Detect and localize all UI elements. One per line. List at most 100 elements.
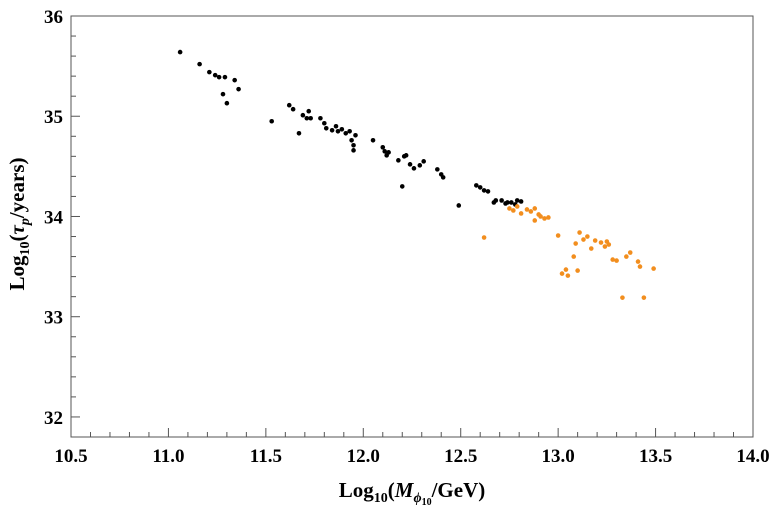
data-point-orange bbox=[637, 264, 643, 269]
y-tick-label: 33 bbox=[44, 308, 63, 329]
data-point-black bbox=[335, 128, 341, 134]
data-point-orange bbox=[641, 295, 647, 300]
x-tick-label: 13.0 bbox=[542, 446, 575, 467]
data-point-black bbox=[485, 189, 491, 194]
data-point-orange bbox=[651, 266, 656, 271]
data-point-orange bbox=[624, 254, 629, 259]
x-tick-label: 12.5 bbox=[444, 446, 477, 467]
data-point-black bbox=[380, 145, 386, 150]
data-point-orange bbox=[528, 209, 534, 214]
data-point-black bbox=[353, 132, 358, 138]
data-point-orange bbox=[538, 214, 543, 219]
data-point-black bbox=[197, 61, 202, 67]
data-point-orange bbox=[602, 244, 608, 249]
data-point-orange bbox=[511, 208, 516, 213]
x-tick-label: 14.0 bbox=[736, 446, 769, 467]
data-point-orange bbox=[598, 240, 604, 245]
data-point-orange bbox=[481, 235, 487, 240]
data-point-orange bbox=[573, 241, 578, 246]
data-point-orange bbox=[555, 233, 561, 238]
data-point-black bbox=[290, 106, 296, 112]
data-point-orange bbox=[577, 230, 582, 235]
data-points bbox=[177, 49, 656, 300]
data-point-black bbox=[177, 49, 183, 55]
data-point-orange bbox=[559, 271, 565, 276]
data-point-black bbox=[304, 115, 310, 121]
data-point-black bbox=[407, 162, 413, 167]
y-tick-label: 35 bbox=[44, 107, 63, 128]
data-point-black bbox=[499, 198, 504, 203]
x-axis-label: Log10(Mϕ10/GeV) bbox=[339, 478, 485, 508]
data-point-black bbox=[474, 183, 479, 188]
data-point-black bbox=[396, 158, 401, 163]
data-point-black bbox=[514, 198, 520, 203]
data-point-orange bbox=[635, 259, 641, 264]
data-point-black bbox=[296, 130, 302, 136]
y-axis-label: Log10(τp/years) bbox=[5, 158, 33, 291]
data-point-orange bbox=[627, 250, 633, 255]
data-point-orange bbox=[507, 206, 512, 211]
data-point-black bbox=[308, 115, 313, 121]
y-tick-label: 32 bbox=[44, 408, 63, 429]
data-point-black bbox=[212, 72, 218, 78]
data-point-black bbox=[343, 130, 349, 136]
data-point-black bbox=[300, 112, 306, 118]
plot-frame bbox=[70, 15, 754, 438]
data-point-black bbox=[322, 120, 327, 126]
data-point-orange bbox=[565, 273, 571, 278]
data-point-orange bbox=[563, 267, 569, 272]
data-point-orange bbox=[588, 246, 594, 251]
data-point-black bbox=[220, 91, 226, 97]
data-point-black bbox=[236, 86, 241, 92]
data-point-orange bbox=[606, 242, 612, 247]
x-tick-label: 13.5 bbox=[639, 446, 672, 467]
data-point-black bbox=[347, 128, 352, 134]
data-point-black bbox=[440, 175, 446, 180]
data-point-black bbox=[370, 137, 376, 143]
data-point-black bbox=[456, 203, 462, 208]
data-point-black bbox=[351, 148, 356, 153]
data-point-black bbox=[421, 159, 426, 164]
x-tick-label: 11.5 bbox=[250, 446, 282, 467]
data-point-orange bbox=[532, 218, 538, 223]
data-point-orange bbox=[518, 211, 524, 216]
data-point-black bbox=[399, 184, 405, 189]
data-point-black bbox=[493, 198, 499, 203]
data-point-black bbox=[505, 200, 510, 205]
data-point-black bbox=[333, 123, 339, 129]
y-axis: 32 33 34 35 36 bbox=[44, 7, 80, 438]
data-point-black bbox=[222, 74, 228, 80]
data-point-black bbox=[339, 126, 345, 132]
data-point-orange bbox=[532, 206, 538, 211]
data-point-black bbox=[329, 127, 335, 133]
series-black bbox=[177, 49, 524, 208]
x-axis: 10.5 11.0 11.5 12.0 12.5 13.0 13.5 14.0 bbox=[54, 428, 770, 467]
data-point-orange bbox=[614, 258, 619, 263]
data-point-black bbox=[318, 115, 323, 121]
series-orange bbox=[481, 204, 656, 300]
data-point-orange bbox=[585, 234, 590, 239]
data-point-black bbox=[386, 150, 391, 155]
data-point-orange bbox=[575, 268, 580, 273]
data-point-black bbox=[216, 74, 222, 80]
data-point-black bbox=[403, 153, 409, 158]
y-tick-label: 36 bbox=[44, 7, 63, 28]
data-point-orange bbox=[610, 257, 616, 262]
x-tick-label: 12.0 bbox=[347, 446, 380, 467]
data-point-orange bbox=[542, 216, 547, 221]
data-point-black bbox=[306, 108, 312, 114]
data-point-orange bbox=[514, 204, 520, 209]
data-point-black bbox=[224, 100, 230, 106]
data-point-orange bbox=[620, 295, 625, 300]
data-point-black bbox=[417, 163, 423, 168]
y-tick-label: 34 bbox=[44, 207, 64, 228]
data-point-black bbox=[435, 167, 440, 172]
data-point-black bbox=[269, 118, 275, 124]
data-point-black bbox=[509, 200, 514, 205]
data-point-orange bbox=[592, 238, 598, 243]
x-tick-label: 10.5 bbox=[54, 446, 87, 467]
data-point-black bbox=[207, 69, 212, 75]
data-point-black bbox=[382, 149, 388, 154]
data-point-black bbox=[349, 137, 354, 143]
